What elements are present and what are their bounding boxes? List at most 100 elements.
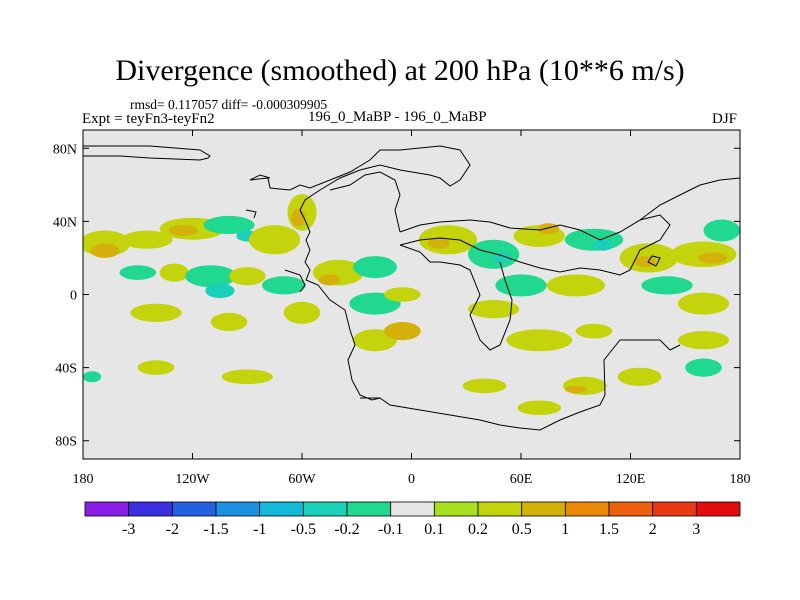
colorbar-swatch [84,501,130,517]
divergence-anomaly [506,329,573,352]
divergence-anomaly [168,225,198,236]
colorbar-label: -0.5 [291,521,316,538]
colorbar-label: 0.2 [468,521,488,538]
coastline-east-asia [639,177,740,221]
stats-text: rmsd= 0.117057 diff= -0.000309905 [130,97,328,112]
divergence-anomaly [575,323,613,339]
divergence-anomaly [353,256,397,279]
divergence-anomaly [229,267,266,286]
divergence-anomaly [468,300,520,319]
x-tick-label: 180 [730,472,751,487]
x-tick-label: 60E [510,472,533,487]
colorbar-label: -1.5 [203,521,228,538]
divergence-anomaly [703,219,740,242]
divergence-anomaly [384,322,421,341]
x-tick-label: 180 [73,472,94,487]
divergence-anomaly [546,274,605,297]
divergence-anomaly [677,331,730,350]
coastline-japan [647,255,661,267]
divergence-anomaly [384,287,421,302]
case-label: 196_0_MaBP - 196_0_MaBP [308,109,487,125]
colorbar-label: -2 [166,521,179,538]
coastline-north-america [249,145,471,281]
divergence-anomaly [283,301,321,324]
divergence-anomaly [428,237,450,249]
coastline-eurasia [399,214,671,276]
divergence-anomaly [249,225,301,255]
coastline-greenland-isles [245,174,306,293]
colorbar-swatch [433,501,479,517]
colorbar-label: 0.1 [424,521,444,538]
experiment-label: Expt = teyFn3-teyFn2 [82,111,215,127]
divergence-anomaly [617,367,662,386]
divergence-anomaly [203,215,255,235]
colorbar-label: -0.2 [334,521,359,538]
colorbar-label: 3 [692,521,700,538]
y-tick-label: 40S [55,362,77,377]
coastlines [83,145,740,431]
divergence-anomaly [634,256,656,268]
divergence-anomaly [495,274,547,297]
colorbar-label: -0.1 [378,521,403,538]
divergence-anomaly [564,385,587,394]
colorbar: -3 -2 -1.5 -1 -0.5 -0.2 -0.1 0.1 0.2 0.5 1 1.5 2 3 [84,501,741,538]
x-axis: 180 120W 60W 0 60E 120E 180 [73,130,751,487]
y-tick-label: 0 [70,289,77,304]
divergence-anomaly [185,265,237,288]
colorbar-swatch [215,501,261,517]
colorbar-swatch [128,501,173,517]
coastline-arctic [83,145,211,161]
y-tick-label: 80S [55,435,77,450]
divergence-anomaly [493,252,512,264]
colorbar-swatch [608,501,654,517]
chart-title: Divergence (smoothed) at 200 hPa (10**6 … [115,54,685,87]
colorbar-swatch [302,501,348,517]
divergence-anomaly [537,223,560,235]
colorbar-swatch [477,501,523,517]
divergence-anomaly [97,276,142,295]
divergence-anomaly [83,371,102,383]
coastline-south-america [305,279,381,401]
divergence-anomaly [210,312,248,331]
colorbar-swatch [390,501,435,517]
divergence-anomaly [205,283,235,299]
divergence-anomaly [159,263,189,282]
colorbar-label: 1.5 [599,521,619,538]
colorbar-swatch [652,501,697,517]
x-tick-label: 60W [288,472,316,487]
divergence-field [83,194,740,416]
colorbar-label: 1 [561,521,569,538]
divergence-anomaly [261,276,306,295]
colorbar-swatch [695,501,741,517]
colorbar-swatch [346,501,392,517]
divergence-anomaly [119,203,157,215]
season-label: DJF [712,111,738,127]
y-axis: 80N 40N 0 40S 80S [53,142,740,450]
divergence-anomaly [130,303,182,322]
colorbar-label: 2 [649,521,657,538]
divergence-anomaly [90,243,120,258]
divergence-anomaly [221,369,273,385]
divergence-anomaly [592,239,614,251]
divergence-anomaly [462,378,507,394]
divergence-anomaly [677,292,730,315]
colorbar-swatch [171,501,217,517]
colorbar-swatch [521,501,566,517]
divergence-anomaly [121,230,173,249]
divergence-anomaly [641,276,693,295]
divergence-anomaly [318,274,341,286]
x-tick-label: 0 [408,472,415,487]
divergence-anomaly [137,360,175,375]
colorbar-swatch [564,501,610,517]
divergence-anomaly [468,239,520,269]
y-tick-label: 80N [53,142,77,157]
coastline-north-atlantic [329,171,401,233]
divergence-anomaly [119,265,157,280]
divergence-anomaly [685,358,722,377]
x-tick-label: 120E [616,472,646,487]
colorbar-label: -1 [253,521,266,538]
divergence-anomaly [698,252,728,264]
colorbar-label: -3 [122,521,135,538]
colorbar-label: 0.5 [512,521,532,538]
